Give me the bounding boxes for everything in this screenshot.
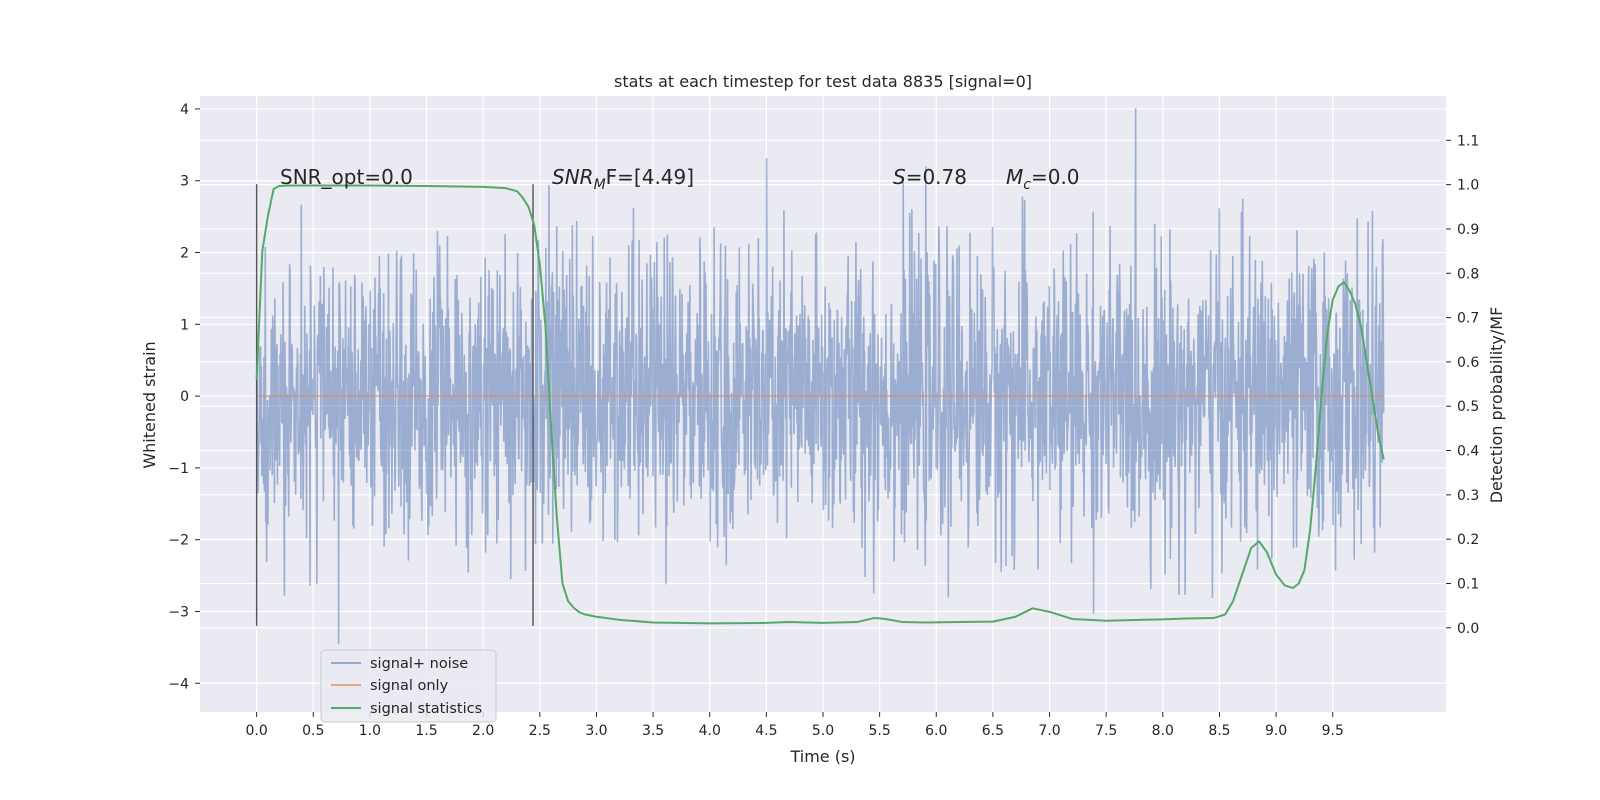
x-tick-label: 9.5 [1322,723,1344,739]
annotation-s-symbol: S [893,165,906,189]
x-tick-label: 8.5 [1208,723,1230,739]
y2-tick-label: 0.1 [1457,576,1479,592]
y-tick-label: −1 [168,461,189,477]
y-tick-label: 0 [180,389,189,405]
annotation-snr-mf-symbol: SNR [552,165,594,189]
legend: signal+ noise signal only signal statist… [320,649,497,723]
x-tick-label: 9.0 [1265,723,1287,739]
x-tick-label: 4.0 [699,723,721,739]
noise-trace-line [255,108,1385,645]
y-tick-label: 2 [180,246,189,262]
y2-tick-label: 0.4 [1457,444,1479,460]
x-tick-label: 0.0 [246,723,268,739]
y2-tick-label: 0.2 [1457,532,1479,548]
annotation-snr-mf-value: F=[4.49] [606,165,694,189]
annotation-mc-subscript: c [1023,177,1031,193]
y-tick-label: −4 [168,676,189,692]
y-tick-label: 4 [180,102,189,118]
series-signal-statistics [255,184,1385,625]
annotation-snr-opt: SNR_opt=0.0 [280,165,413,189]
x-tick-label: 3.0 [585,723,607,739]
legend-label-signal-statistics: signal statistics [370,701,482,717]
y-tick-label: −2 [168,533,189,549]
x-tick-labels: 0.0 0.5 1.0 1.5 2.0 2.5 3.0 3.5 4.0 4.5 5.0 5.5 6.0 6… [246,712,1344,739]
y2-axis-label: Detection probability/MF [1487,307,1506,504]
series-signal-noise [255,108,1385,645]
annotation-mc-symbol: M [1006,165,1023,189]
annotation-mc-value: =0.0 [1031,165,1080,189]
x-tick-label: 2.0 [472,723,494,739]
annotation-snr-mf-subscript: M [594,177,606,193]
y2-tick-labels: 1.1 1.0 0.9 0.8 0.7 0.6 0.5 0.4 0.3 0.2 0.1 0.0 [1446,133,1479,637]
x-tick-label: 1.5 [415,723,437,739]
annotation-mc: Mc=0.0 [1006,165,1080,193]
x-tick-label: 4.5 [755,723,777,739]
y2-tick-label: 0.7 [1457,311,1479,327]
marker-lines [255,184,534,626]
x-tick-label: 3.5 [642,723,664,739]
y-tick-label: 3 [180,174,189,190]
y2-tick-label: 0.6 [1457,355,1479,371]
statistics-line [255,184,1385,625]
x-tick-label: 1.0 [359,723,381,739]
x-tick-label: 5.5 [869,723,891,739]
y2-tick-label: 0.9 [1457,222,1479,238]
annotation-s: S=0.78 [893,165,967,189]
y-tick-labels: 4 3 2 1 0 −1 −2 −3 −4 [168,102,200,692]
y2-tick-label: 1.1 [1457,133,1479,149]
y2-tick-label: 0.0 [1457,621,1479,637]
x-tick-label: 6.0 [925,723,947,739]
legend-label-signal-only: signal only [370,678,449,694]
annotation-snr-mf: SNRMF=[4.49] [552,165,694,193]
y2-tick-label: 0.5 [1457,399,1479,415]
chart-title: stats at each timestep for test data 883… [614,72,1032,91]
x-tick-label: 2.5 [529,723,551,739]
annotations: SNR_opt=0.0 SNRMF=[4.49] S=0.78 Mc=0.0 [280,165,1080,193]
x-tick-label: 6.5 [982,723,1004,739]
x-tick-label: 5.0 [812,723,834,739]
x-tick-label: 0.5 [302,723,324,739]
x-axis-label: Time (s) [789,747,855,766]
y-axis-label: Whitened strain [140,341,159,468]
y-tick-label: −3 [168,604,189,620]
x-tick-label: 7.5 [1095,723,1117,739]
legend-label-signal-noise: signal+ noise [370,656,468,672]
x-tick-label: 8.0 [1152,723,1174,739]
legend-box [320,649,497,723]
y-tick-label: 1 [180,317,189,333]
x-tick-label: 7.0 [1038,723,1060,739]
y2-tick-label: 1.0 [1457,178,1479,194]
y2-tick-label: 0.8 [1457,266,1479,282]
y2-tick-label: 0.3 [1457,488,1479,504]
annotation-s-value: =0.78 [906,165,967,189]
